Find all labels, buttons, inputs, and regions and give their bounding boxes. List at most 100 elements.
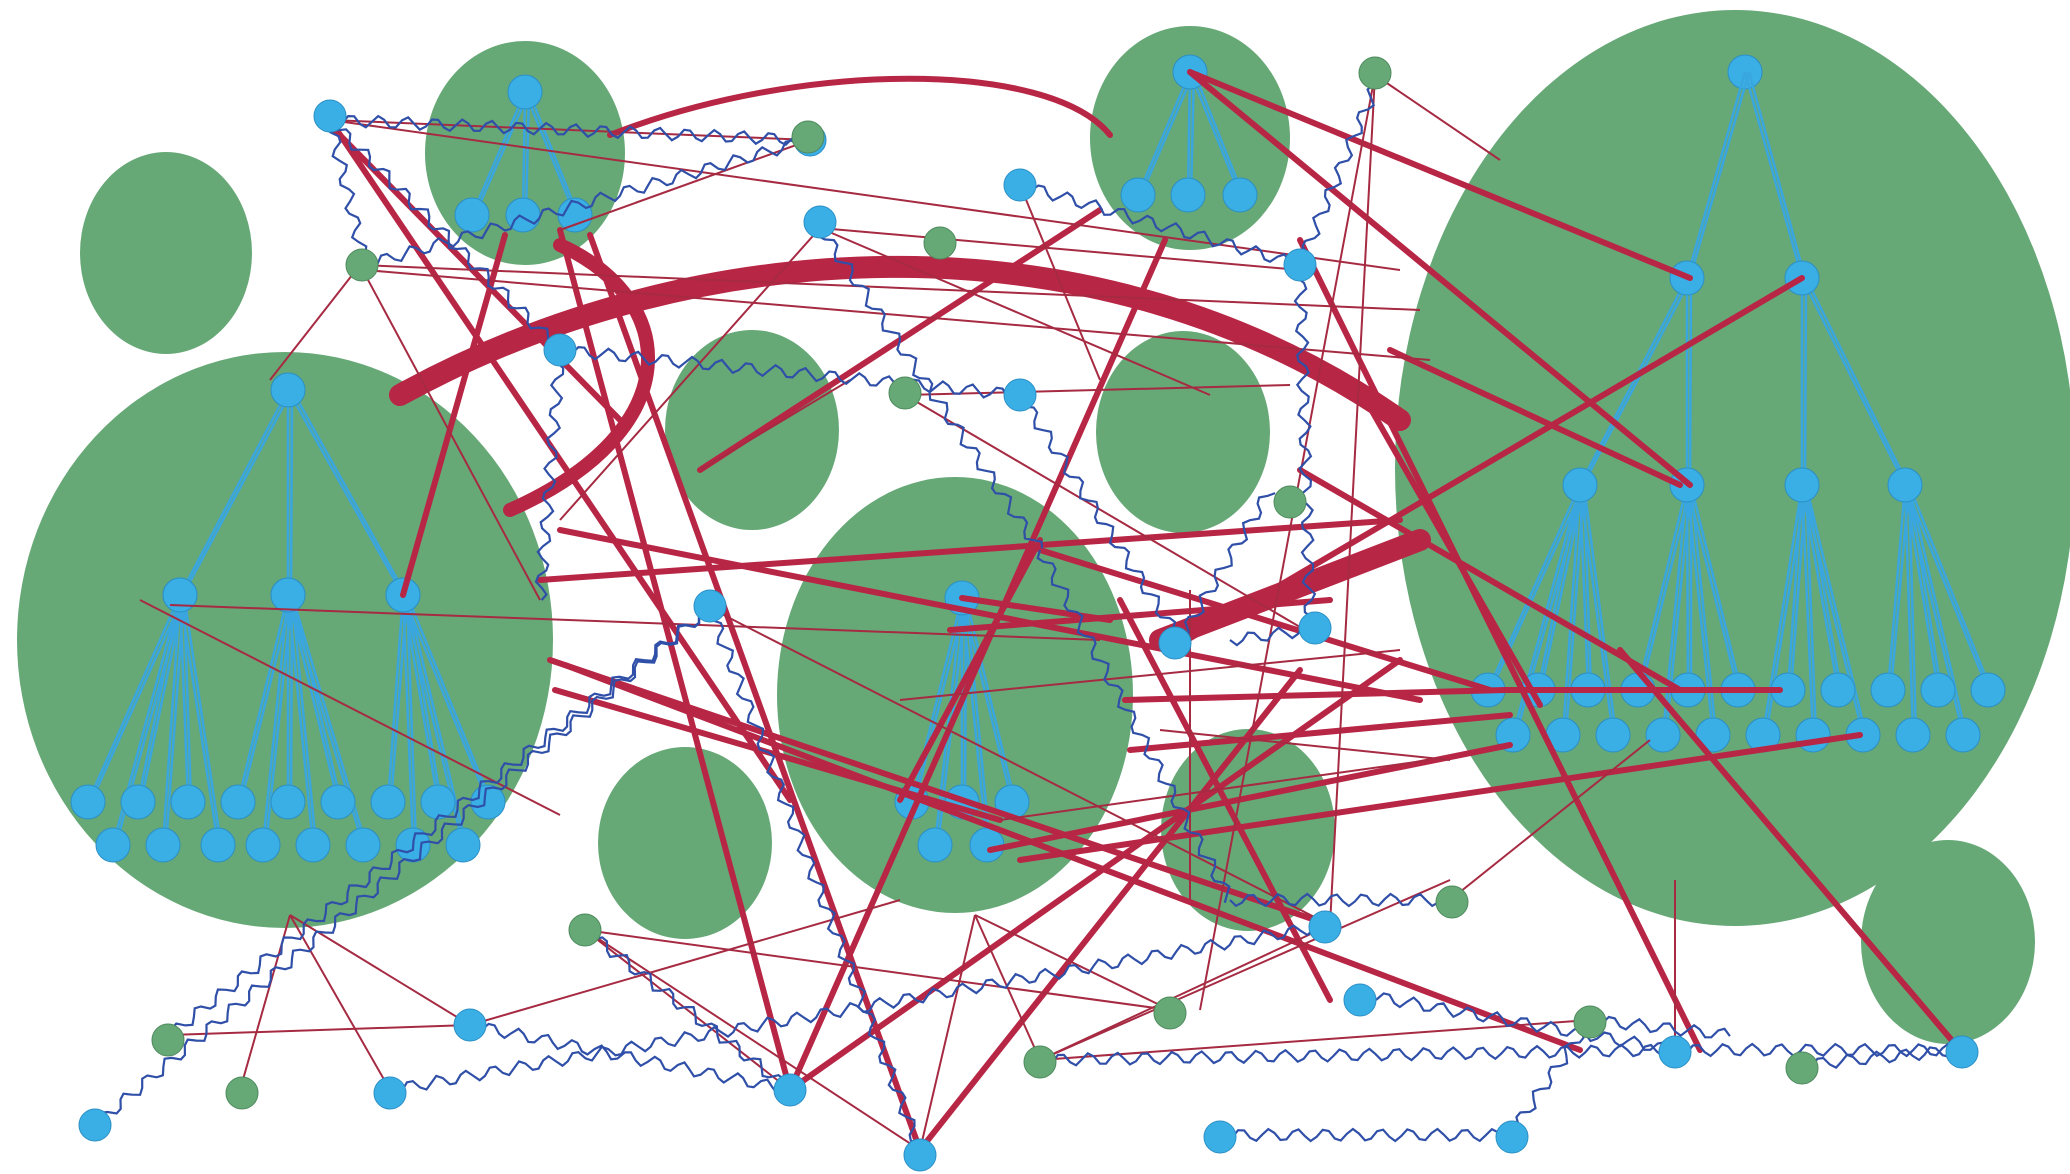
tree-edge — [1804, 484, 1868, 736]
wavy-edge — [1229, 624, 1310, 647]
red-edge — [559, 227, 821, 521]
tree-edge — [1804, 277, 1910, 486]
tree-edge — [960, 597, 989, 846]
loose-nodes — [78, 56, 1979, 1172]
tree-edge — [290, 594, 318, 846]
cluster-empty-small — [1861, 840, 2035, 1044]
red-edge — [537, 517, 1403, 583]
red-edge — [904, 384, 1291, 396]
green-node — [923, 226, 957, 260]
red-edge — [139, 599, 561, 816]
red-edge — [1357, 387, 1543, 708]
tree-edge — [1192, 71, 1245, 196]
green-node — [568, 913, 602, 947]
red-edge — [787, 237, 1168, 1093]
red-edge — [1127, 712, 1513, 753]
red-edge — [400, 232, 508, 598]
red-edge-curve — [607, 75, 1113, 138]
tree-node — [295, 827, 331, 863]
tree-node — [1970, 672, 2006, 708]
red-edge-curve — [389, 255, 1411, 431]
tree-edge — [264, 594, 294, 846]
tree-edge — [1804, 484, 1843, 691]
tree-edge — [1903, 484, 1915, 736]
tree-edge — [523, 91, 577, 216]
tree-node — [120, 784, 156, 820]
red-edge — [1187, 69, 1693, 281]
red-edge — [469, 899, 901, 1026]
tree-edge — [290, 389, 408, 596]
blue-node — [1003, 378, 1037, 412]
tree-edge — [964, 597, 992, 846]
blue-node — [373, 1076, 407, 1110]
blue-node — [803, 205, 837, 239]
red-edge — [987, 742, 1513, 853]
wavy-edge — [324, 119, 368, 267]
cluster-blobs — [17, 10, 2070, 1044]
tree-node — [345, 827, 381, 863]
wavy-edge — [1293, 264, 1318, 631]
wavy-edge — [364, 139, 811, 271]
red-edge — [1297, 237, 1703, 1053]
red-edge — [917, 667, 1303, 1153]
green-node — [1573, 1005, 1607, 1039]
green-node — [1153, 996, 1187, 1030]
tree-node — [1895, 717, 1931, 753]
blue-node — [1283, 248, 1317, 282]
red-edge — [1039, 1019, 1591, 1061]
tree-edge — [1689, 484, 1743, 691]
blue-node — [773, 1073, 807, 1107]
wavy-edges — [97, 76, 1961, 1149]
tree-node — [270, 577, 306, 613]
red-edges — [139, 69, 1963, 1153]
red-edge — [1329, 74, 1376, 926]
tree-node — [1820, 672, 1856, 708]
tree-edge — [261, 594, 290, 846]
red-edge — [897, 537, 1043, 803]
tree-node — [370, 784, 406, 820]
tree-edge — [1800, 277, 1907, 486]
red-edge — [999, 759, 1431, 821]
red-edge — [364, 269, 1431, 361]
tree-edge — [1685, 71, 1747, 279]
red-edge — [1117, 597, 1333, 1003]
tree-node — [1170, 177, 1206, 213]
tree-edge — [1803, 277, 1808, 486]
wavy-edge — [1036, 549, 1231, 904]
wavy-edge — [705, 607, 927, 1149]
red-edge — [974, 914, 1041, 1061]
red-edge — [709, 607, 1331, 926]
red-edge — [269, 264, 361, 381]
tree-edge — [1907, 484, 1968, 736]
tree-edge — [1886, 484, 1907, 691]
tree-edge — [290, 594, 343, 803]
tree-node — [507, 74, 543, 110]
tree-edge — [1688, 71, 1751, 279]
blue-node — [78, 1108, 112, 1142]
wavy-edge — [1799, 1043, 1961, 1072]
green-node — [1358, 56, 1392, 90]
red-edge — [1122, 687, 1508, 703]
blue-node — [1298, 611, 1332, 645]
tree-edge — [236, 594, 290, 803]
wavy-edge — [1219, 1127, 1510, 1143]
cluster-empty-small — [1096, 331, 1270, 533]
red-edge — [947, 597, 1333, 633]
tree-node — [95, 827, 131, 863]
tree-edge — [1536, 484, 1582, 691]
tree-node — [470, 784, 506, 820]
red-edge — [1449, 739, 1651, 901]
tree-edge — [289, 389, 294, 596]
blue-node — [1003, 168, 1037, 202]
wavy-edge — [583, 929, 788, 1096]
blue-node — [1343, 983, 1377, 1017]
red-edge — [359, 264, 1421, 311]
tree-node — [1120, 177, 1156, 213]
cluster-empty-small — [665, 330, 839, 530]
tree-edge — [1189, 71, 1196, 196]
tree-edge — [1907, 484, 1918, 736]
tree-edge — [401, 594, 415, 846]
tree-edge — [182, 594, 223, 846]
blue-node — [1658, 1035, 1692, 1069]
